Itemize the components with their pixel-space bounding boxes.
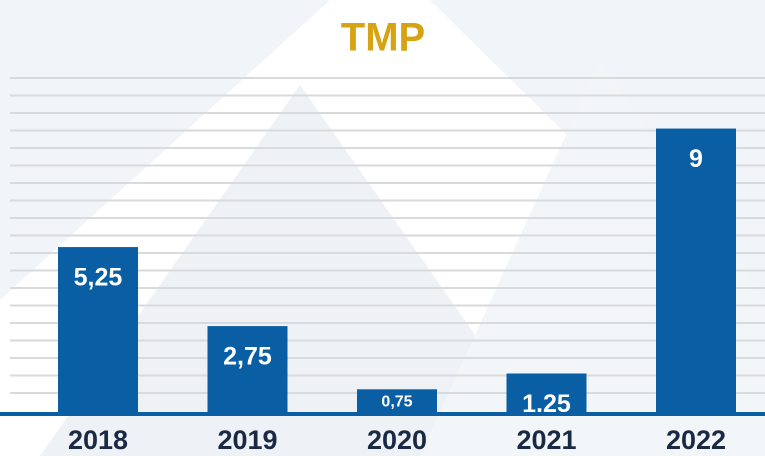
- bar: [656, 128, 736, 413]
- x-tick-label: 2021: [516, 425, 576, 455]
- value-label: 0,75: [381, 393, 412, 410]
- chart-title: TMP: [341, 16, 425, 60]
- x-tick-label: 2018: [68, 425, 128, 455]
- bar: [207, 326, 288, 413]
- value-label: 9: [689, 145, 703, 173]
- x-tick-label: 2020: [367, 425, 427, 455]
- x-tick-label: 2019: [217, 425, 277, 455]
- value-label: 2,75: [223, 343, 272, 371]
- bar: [58, 247, 138, 413]
- bar: [506, 373, 587, 413]
- value-label: 5,25: [74, 264, 123, 292]
- bar: [357, 389, 437, 413]
- x-tick-label: 2022: [666, 425, 726, 455]
- decor-triangle: [0, 0, 330, 300]
